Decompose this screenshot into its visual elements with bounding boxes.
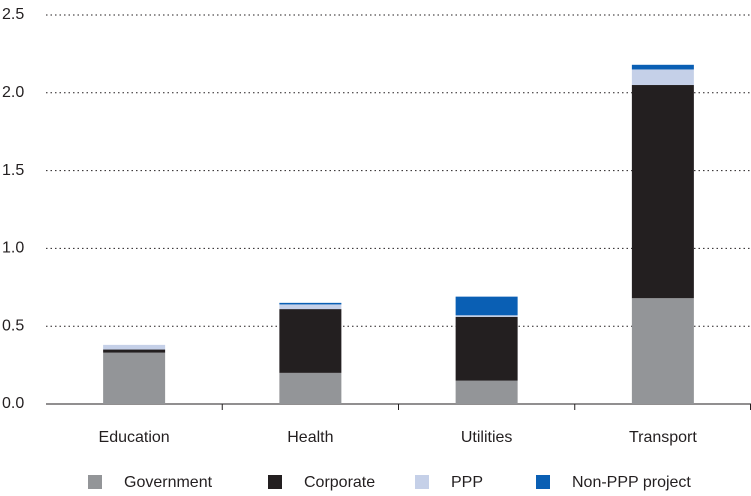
legend-swatch — [268, 475, 282, 489]
legend-label: PPP — [451, 474, 483, 491]
y-tick-label: 2.0 — [2, 84, 24, 101]
x-tick-label: Education — [99, 429, 170, 446]
x-tick-label: Utilities — [461, 429, 513, 446]
bar-segment — [455, 315, 518, 317]
y-tick-label: 1.0 — [2, 240, 24, 257]
legend-label: Corporate — [304, 474, 375, 491]
bar-segment — [279, 309, 342, 373]
bar-segment — [631, 64, 694, 70]
bar-segment — [279, 302, 342, 305]
legend-label: Government — [124, 474, 213, 491]
bar-segment — [103, 349, 166, 353]
bar-segment — [279, 372, 342, 404]
legend-swatch — [536, 475, 550, 489]
x-tick-label: Health — [287, 429, 333, 446]
bar-segment — [455, 316, 518, 381]
y-tick-label: 0.5 — [2, 317, 24, 334]
bar-segment — [279, 304, 342, 310]
legend-swatch — [88, 475, 102, 489]
bar-segment — [631, 298, 694, 404]
bar-segment — [631, 69, 694, 86]
bar-segment — [103, 352, 166, 404]
legend-swatch — [415, 475, 429, 489]
bar-segment — [455, 380, 518, 404]
bar-segment — [455, 296, 518, 316]
bar-segment — [631, 85, 694, 299]
legend-label: Non-PPP project — [572, 474, 691, 491]
x-tick-label: Transport — [629, 429, 697, 446]
y-tick-label: 1.5 — [2, 162, 24, 179]
y-tick-label: 0.0 — [2, 395, 24, 412]
bar-segment — [103, 344, 166, 350]
y-tick-label: 2.5 — [2, 6, 24, 23]
